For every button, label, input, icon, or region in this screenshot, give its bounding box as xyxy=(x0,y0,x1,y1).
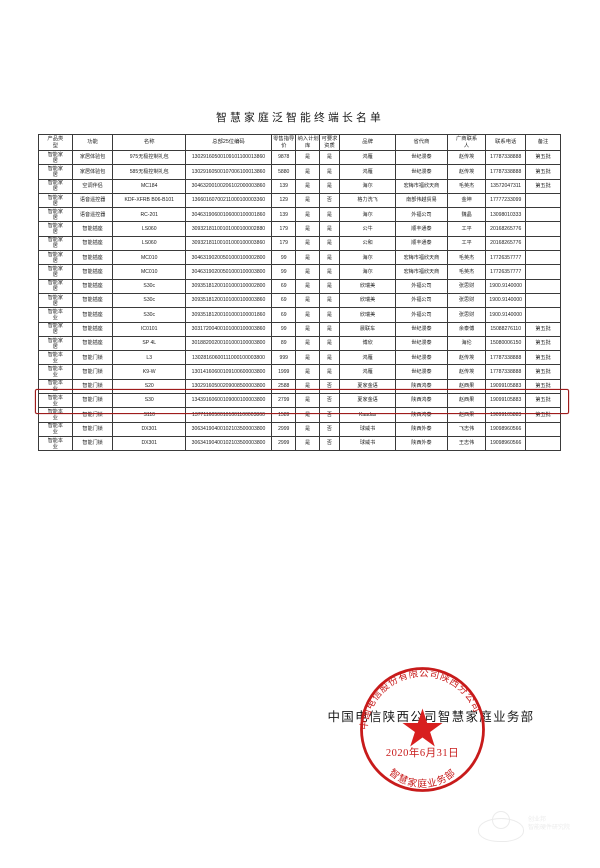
svg-text:2020年6月31日: 2020年6月31日 xyxy=(386,746,459,759)
